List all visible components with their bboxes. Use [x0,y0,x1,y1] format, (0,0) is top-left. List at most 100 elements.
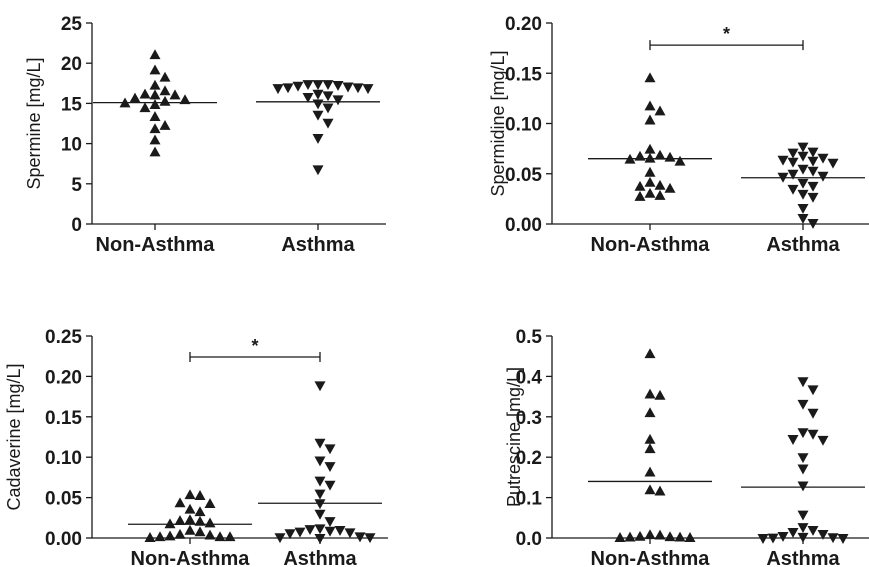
data-point-asthma [817,435,829,446]
data-point-non-asthma [224,531,236,542]
y-tick-label: 0 [71,215,82,236]
data-point-non-asthma [644,466,656,477]
data-point-non-asthma [644,187,656,198]
y-axis-title: Spermine [mg/L] [24,57,44,189]
y-tick-label: 0.4 [516,367,543,388]
y-tick-label: 0.00 [45,529,82,550]
data-point-asthma [312,80,324,91]
data-point-asthma [314,499,326,510]
data-point-non-asthma [194,515,206,526]
data-point-asthma [332,95,344,106]
y-tick-label: 0.05 [45,489,82,510]
data-point-non-asthma [164,530,176,541]
data-point-non-asthma [204,498,216,509]
y-tick-label: 0.10 [505,115,542,136]
data-point-non-asthma [644,433,656,444]
data-point-asthma [787,157,799,168]
data-point-asthma [797,189,809,200]
y-tick-label: 25 [61,14,83,35]
x-category-label: Asthma [766,548,840,567]
data-point-asthma [314,534,326,544]
data-point-non-asthma [184,489,196,500]
data-point-asthma [827,158,839,169]
y-tick-label: 0.25 [45,327,82,348]
data-point-non-asthma [194,490,206,500]
data-point-asthma [302,80,314,91]
data-point-asthma [354,532,366,543]
data-point-non-asthma [684,532,696,542]
data-point-non-asthma [149,134,161,145]
data-point-asthma [757,534,769,544]
data-point-non-asthma [664,182,676,193]
data-point-asthma [314,456,326,467]
data-point-non-asthma [194,506,206,517]
data-point-asthma [797,203,809,214]
data-point-non-asthma [149,111,161,122]
chart-panel-3: 0.00 0.05 0.10 0.15 0.20 0.25 Non-Asthma Asthma… [4,327,388,567]
data-point-non-asthma [654,389,666,400]
data-point-non-asthma [164,518,176,529]
data-point-asthma [342,82,354,93]
data-point-non-asthma [654,529,666,540]
data-point-asthma [324,444,336,455]
data-point-asthma [344,528,356,539]
data-point-asthma [797,428,809,439]
data-point-asthma [787,435,799,445]
data-point-asthma [797,178,809,189]
data-point-non-asthma [149,99,161,109]
data-point-asthma [767,533,779,544]
data-point-asthma [797,377,809,388]
data-point-asthma [312,110,324,121]
data-point-asthma [324,526,336,537]
data-point-non-asthma [174,528,186,539]
data-point-non-asthma [129,92,141,103]
data-point-non-asthma [624,531,636,542]
data-point-asthma [827,533,839,544]
data-point-asthma [322,118,334,129]
data-point-asthma [817,530,829,540]
data-point-asthma [797,532,809,543]
data-point-asthma [787,169,799,180]
data-point-non-asthma [149,146,161,157]
data-point-asthma [807,192,819,203]
data-point-asthma [314,438,326,449]
y-tick-label: 0.3 [516,408,542,429]
data-point-non-asthma [634,190,646,201]
y-tick-label: 0.05 [505,165,542,186]
data-point-asthma [312,99,324,110]
data-point-asthma [807,525,819,536]
y-tick-label: 0.2 [516,448,542,469]
y-tick-label: 0.20 [505,14,542,35]
data-point-asthma [797,151,809,162]
data-point-asthma [817,153,829,164]
data-point-asthma [807,147,819,158]
data-point-non-asthma [214,531,226,542]
data-point-asthma [314,509,326,520]
data-point-non-asthma [634,180,646,191]
data-point-non-asthma [654,179,666,190]
data-point-non-asthma [174,515,186,525]
chart-panel-2: 0.00 0.05 0.10 0.15 0.20 Non-Asthma Asthma Sper… [488,14,869,256]
data-point-non-asthma [644,388,656,399]
data-point-non-asthma [149,123,161,134]
data-point-non-asthma [149,64,161,75]
x-category-label: Non-Asthma [591,234,711,256]
x-category-label: Non-Asthma [96,234,216,256]
significance-star: * [251,336,258,356]
data-point-asthma [797,214,809,224]
data-point-non-asthma [644,166,656,177]
data-point-non-asthma [174,497,186,508]
data-point-asthma [312,89,324,100]
data-point-asthma [364,533,376,544]
data-point-asthma [294,527,306,538]
data-point-asthma [304,525,316,536]
data-point-non-asthma [674,531,686,542]
y-tick-label: 0.10 [45,448,82,469]
y-tick-label: 0.15 [45,408,82,429]
chart-panel-1: 0 5 10 15 20 25 Non-Asthma Asthma Spermine [mg/L… [24,14,386,256]
data-point-asthma [787,148,799,159]
data-point-non-asthma [194,526,206,537]
data-point-non-asthma [644,443,656,454]
data-point-non-asthma [169,89,181,100]
x-category-label: Asthma [766,234,840,256]
